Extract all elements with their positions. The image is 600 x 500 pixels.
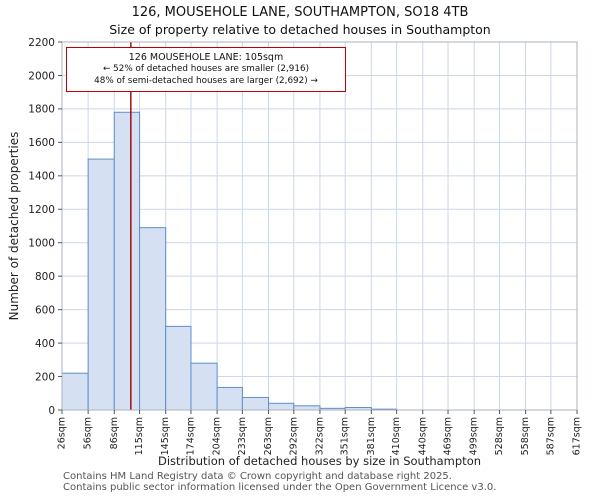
x-tick-label: 617sqm	[572, 417, 583, 455]
y-tick-label: 400	[35, 338, 55, 350]
y-tick-label: 2200	[28, 37, 55, 49]
y-tick-label: 200	[35, 371, 55, 383]
x-tick-label: 26sqm	[57, 417, 68, 449]
x-tick-label: 263sqm	[263, 417, 274, 455]
footer-hm-land-registry: Contains HM Land Registry data © Crown c…	[63, 471, 452, 482]
y-tick-label: 2000	[28, 70, 55, 82]
x-tick-label: 587sqm	[545, 417, 556, 455]
histogram-bar	[87, 158, 115, 411]
x-tick-label: 499sqm	[469, 417, 480, 455]
x-tick-label: 115sqm	[134, 417, 145, 455]
histogram-bar	[190, 362, 218, 411]
x-tick-label: 469sqm	[443, 417, 454, 455]
y-tick-label: 800	[35, 271, 55, 283]
y-tick-label: 1400	[28, 171, 55, 183]
x-tick-label: 410sqm	[391, 417, 402, 455]
chart-title: 126, MOUSEHOLE LANE, SOUTHAMPTON, SO18 4…	[131, 5, 469, 20]
y-tick-label: 1600	[28, 137, 55, 149]
histogram-bar	[139, 227, 167, 411]
y-tick-label: 0	[48, 405, 55, 417]
x-tick-label: 86sqm	[109, 417, 120, 449]
annotation-box: 126 MOUSEHOLE LANE: 105sqm ← 52% of deta…	[66, 47, 346, 92]
x-tick-label: 381sqm	[366, 417, 377, 455]
y-tick-label: 1000	[28, 238, 55, 250]
x-tick-label: 351sqm	[340, 417, 351, 455]
y-tick-label: 1800	[28, 104, 55, 116]
annotation-property-line: 126 MOUSEHOLE LANE: 105sqm	[128, 52, 284, 63]
x-tick-label: 292sqm	[288, 417, 299, 455]
y-tick-label: 1200	[28, 204, 55, 216]
chart-subtitle: Size of property relative to detached ho…	[109, 22, 491, 37]
x-tick-label: 174sqm	[185, 417, 196, 455]
x-tick-label: 528sqm	[494, 417, 505, 455]
histogram-bar	[268, 402, 295, 411]
x-tick-label: 440sqm	[417, 417, 428, 455]
histogram-bar	[293, 405, 321, 411]
x-tick-label: 322sqm	[314, 417, 325, 455]
x-axis-label: Distribution of detached houses by size …	[157, 454, 482, 468]
histogram-bar	[241, 396, 270, 411]
x-tick-label: 204sqm	[212, 417, 223, 455]
footer-open-government-licence: Contains public sector information licen…	[63, 482, 497, 493]
annotation-smaller-line: ← 52% of detached houses are smaller (2,…	[102, 64, 310, 74]
histogram-bar	[61, 372, 89, 411]
histogram-bar	[216, 386, 243, 411]
x-tick-label: 145sqm	[160, 417, 171, 455]
y-tick-label: 600	[35, 304, 55, 316]
x-tick-label: 558sqm	[520, 417, 531, 455]
x-tick-label: 56sqm	[83, 417, 94, 449]
x-tick-label: 233sqm	[237, 417, 248, 455]
histogram-bar	[113, 111, 141, 411]
histogram-bar	[165, 325, 192, 411]
annotation-larger-line: 48% of semi-detached houses are larger (…	[94, 75, 318, 86]
y-axis-label: Number of detached properties	[7, 131, 21, 321]
